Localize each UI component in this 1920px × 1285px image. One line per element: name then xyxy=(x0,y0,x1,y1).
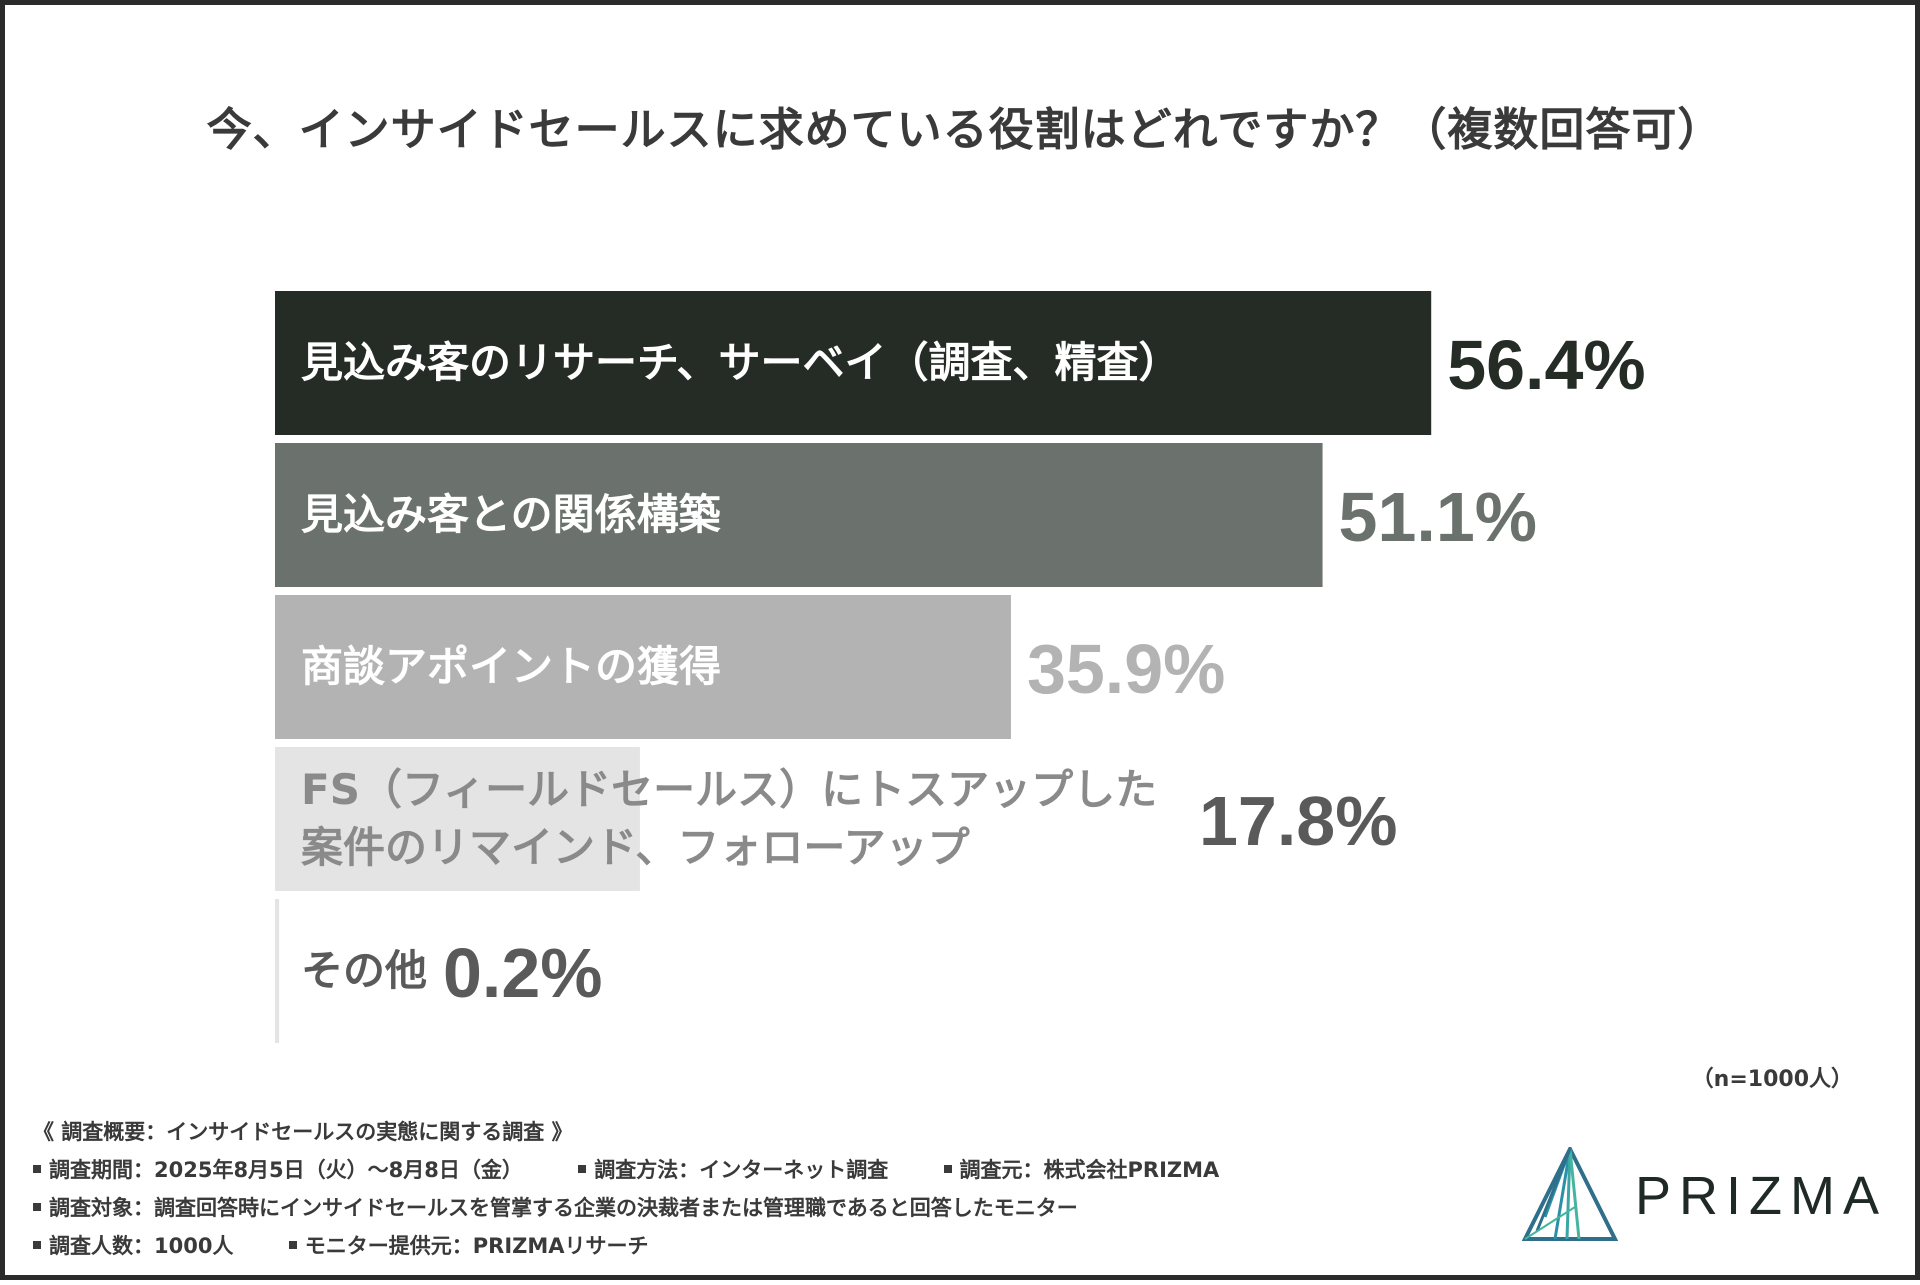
prizma-logo: PRIZMA xyxy=(1515,1147,1895,1247)
value-label-4: 17.8% xyxy=(1199,782,1397,860)
survey-target: 調査対象：調査回答時にインサイドセールスを管掌する企業の決裁者または管理職である… xyxy=(49,1196,1078,1220)
value-label-2: 51.1% xyxy=(1339,478,1537,556)
survey-heading: 《 調査概要：インサイドセールスの実態に関する調査 》 xyxy=(33,1120,573,1144)
bullet-icon xyxy=(943,1165,952,1173)
bar-1 xyxy=(275,291,1432,435)
survey-source: 調査元：株式会社PRIZMA xyxy=(959,1158,1220,1182)
value-label-3: 35.9% xyxy=(1027,630,1225,708)
survey-count: 調査人数：1000人 xyxy=(49,1234,234,1258)
value-label-1: 56.4% xyxy=(1447,326,1645,404)
bar-label-5: その他 xyxy=(301,946,427,995)
bullet-icon xyxy=(288,1241,297,1249)
value-label-5: 0.2% xyxy=(443,934,603,1012)
bar-label-4-line-2: 案件のリマインド、フォローアップ xyxy=(301,823,970,872)
bar-4 xyxy=(275,747,640,891)
survey-method: 調査方法：インターネット調査 xyxy=(594,1158,889,1182)
bullet-icon xyxy=(33,1203,41,1211)
sample-size-note: （n=1000人） xyxy=(1691,1067,1853,1092)
prism-logo-icon xyxy=(1521,1147,1619,1241)
chart-title: 今、インサイドセールスに求めている役割はどれですか？（複数回答可） xyxy=(206,103,1724,156)
bar-3 xyxy=(275,595,1011,739)
bar-label-3: 商談アポイントの獲得 xyxy=(301,642,721,691)
bar-label-1: 見込み客のリサーチ、サーベイ（調査、精査） xyxy=(301,338,1180,387)
bar-chart: 見込み客のリサーチ、サーベイ（調査、精査） 56.4% 見込み客との関係構築 51.1… xyxy=(275,291,1646,1043)
bar-label-2: 見込み客との関係構築 xyxy=(301,490,722,539)
logo-text: PRIZMA xyxy=(1635,1166,1888,1226)
bar-label-4-line-1: FS（フィールドセールス）にトスアップした xyxy=(301,765,1157,814)
bar-2 xyxy=(275,443,1323,587)
survey-period: 調査期間：2025年8月5日（火）～8月8日（金） xyxy=(49,1158,523,1182)
bullet-icon xyxy=(578,1165,587,1173)
survey-summary: 《 調査概要：インサイドセールスの実態に関する調査 》 調査期間：2025年8月… xyxy=(33,1113,1513,1265)
survey-provider: モニター提供元：PRIZMAリサーチ xyxy=(304,1234,649,1258)
bar-5 xyxy=(275,899,280,1043)
bullet-icon xyxy=(33,1165,41,1173)
bullet-icon xyxy=(33,1241,41,1249)
